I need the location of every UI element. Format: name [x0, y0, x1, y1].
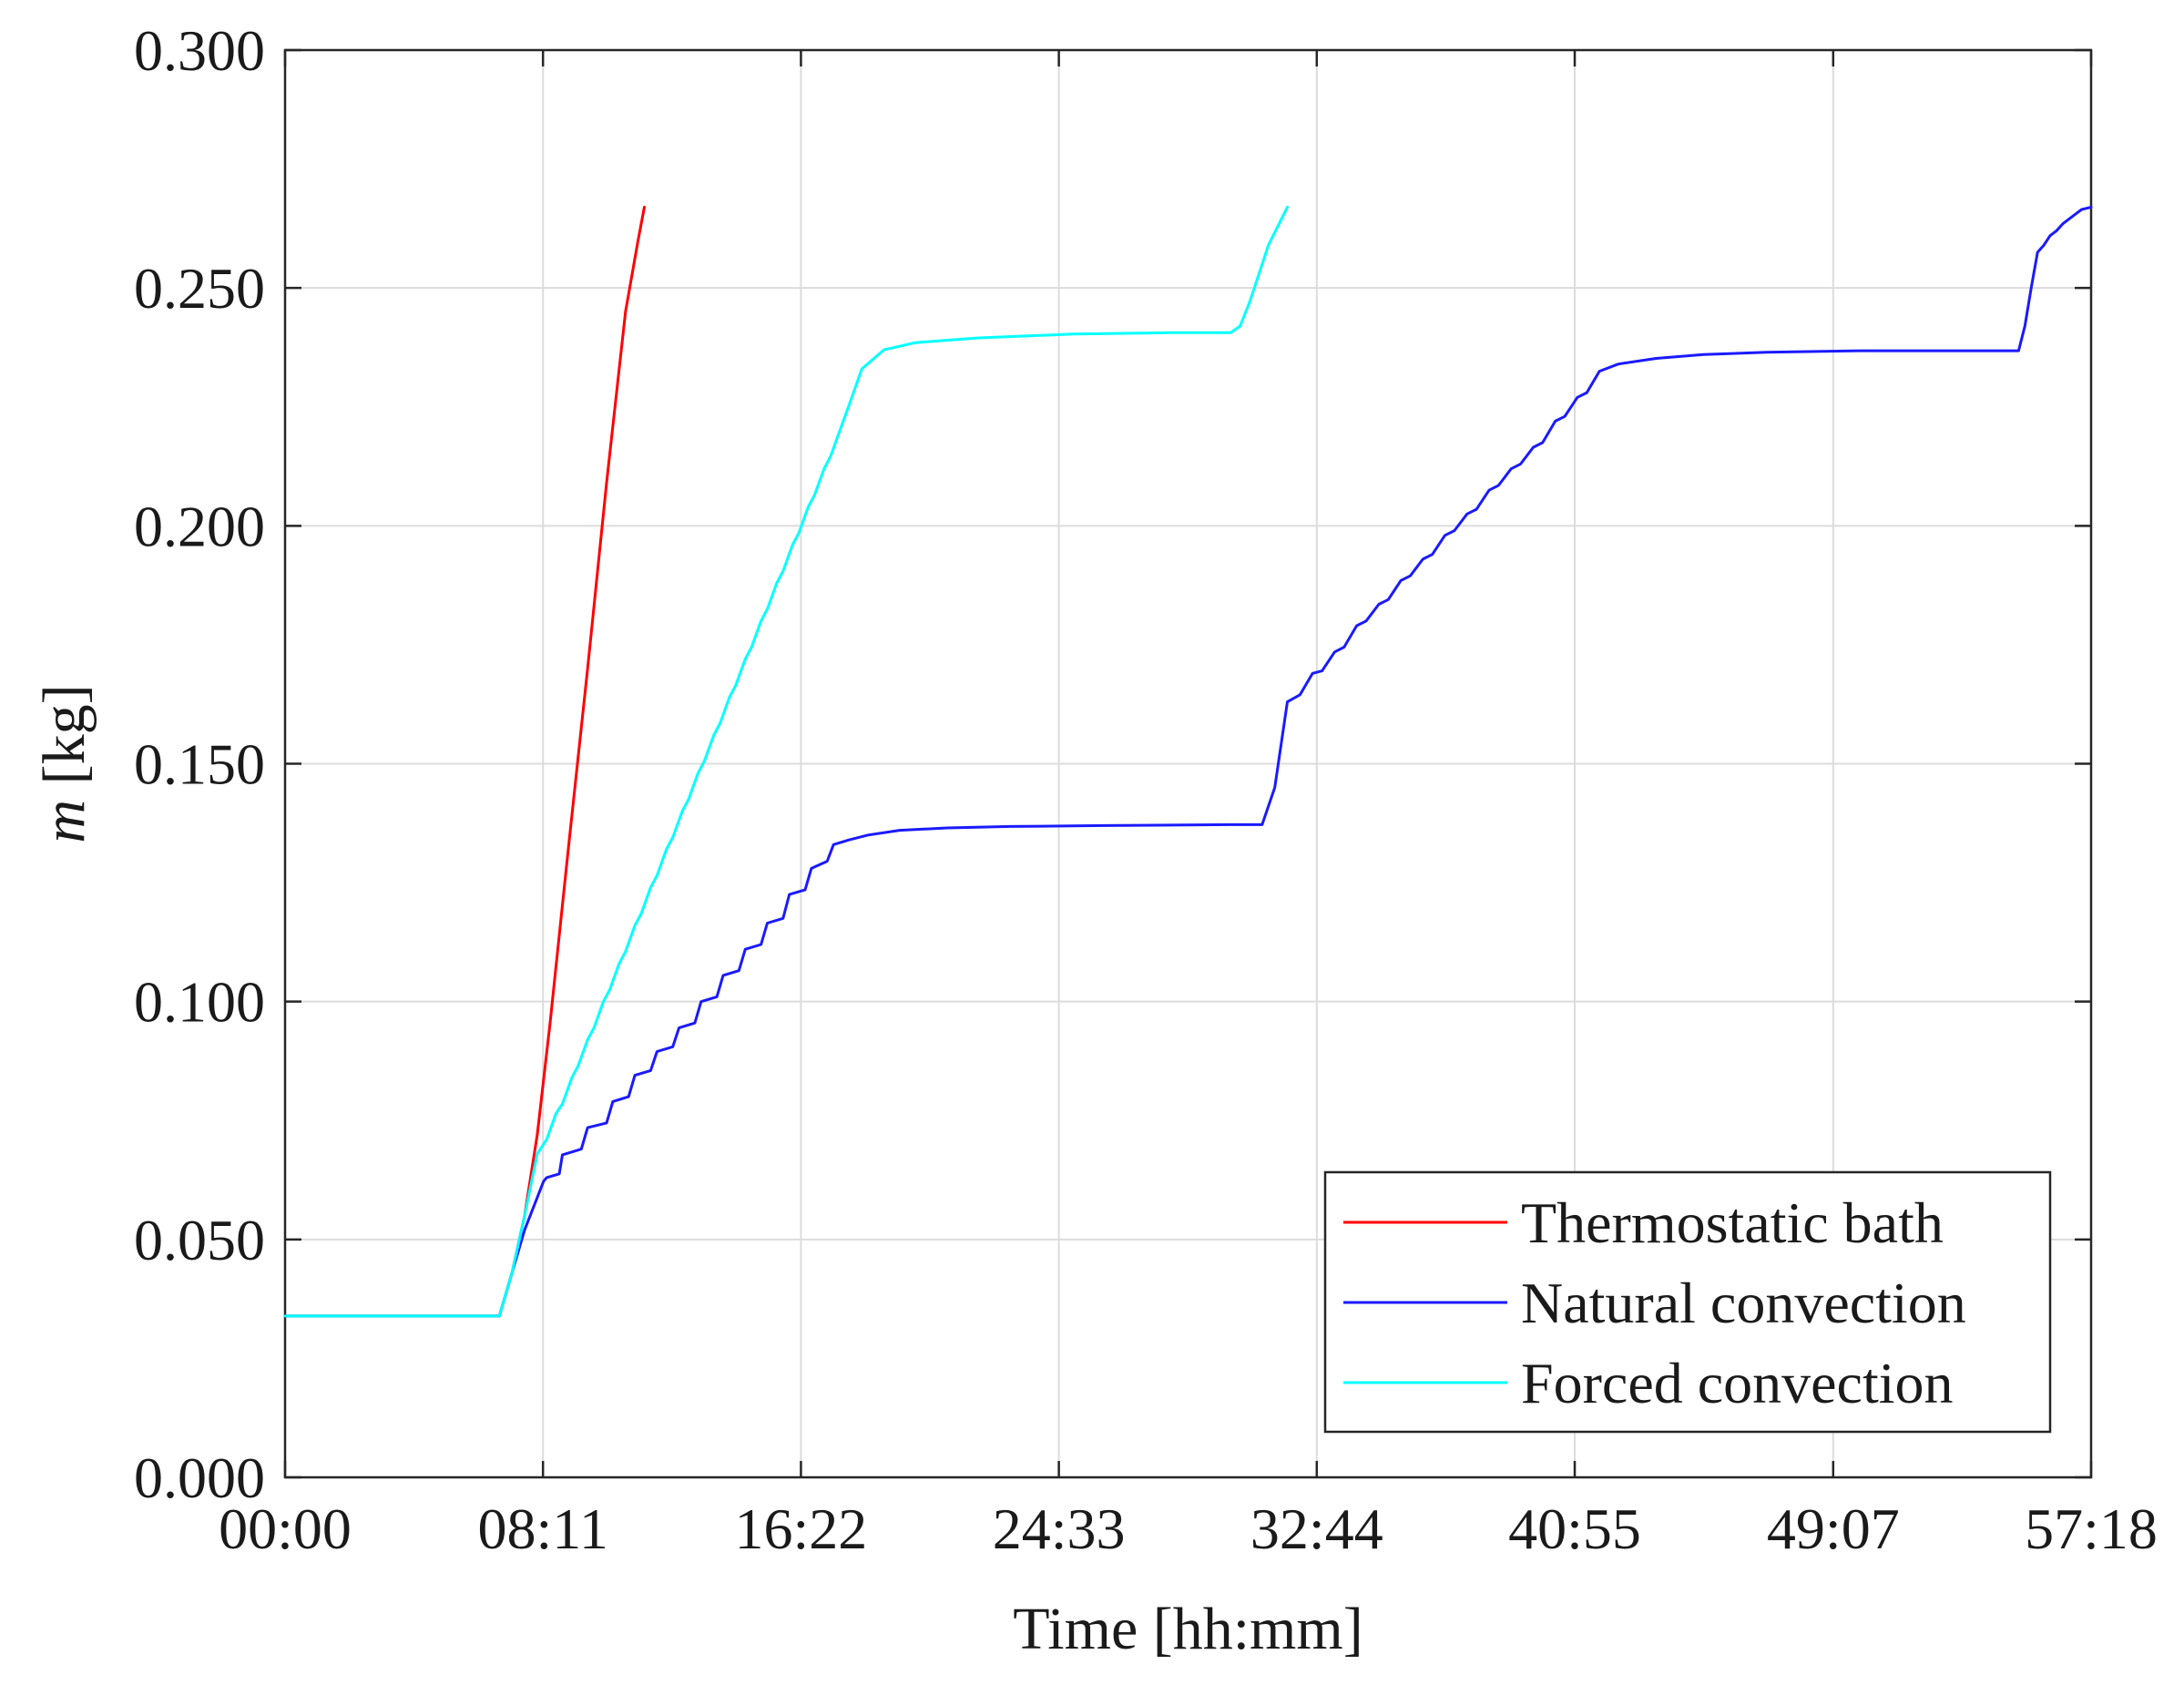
axis-ticks: 00:00 08:11 16:22 24:33 32:44 40:55 49:07 57:18…	[134, 18, 2158, 1561]
legend-label: Thermostatic bath	[1521, 1190, 1944, 1255]
y-tick-label: 0.050	[134, 1208, 265, 1272]
y-tick-label: 0.100	[134, 970, 265, 1035]
x-tick-label: 57:18	[2025, 1496, 2158, 1561]
series-line-natural-convection	[283, 205, 2093, 1318]
x-tick-label: 32:44	[1250, 1496, 1383, 1561]
x-tick-label: 08:11	[477, 1496, 607, 1561]
y-axis-unit: [kg]	[31, 684, 97, 799]
y-tick-label: 0.200	[134, 494, 265, 558]
y-axis-title: m [kg]	[31, 684, 97, 842]
legend: Thermostatic bath Natural convection Force…	[1323, 1170, 2052, 1434]
series-line-forced-convection	[283, 205, 1289, 1318]
y-tick-label: 0.000	[134, 1445, 265, 1510]
legend-label: Natural convection	[1521, 1271, 1966, 1335]
x-tick-label: 24:33	[993, 1496, 1126, 1561]
y-tick-label: 0.150	[134, 732, 265, 797]
x-tick-label: 49:07	[1767, 1496, 1900, 1561]
x-axis-title: Time [hh:mm]	[1013, 1596, 1362, 1662]
x-tick-label: 00:00	[219, 1496, 352, 1561]
series-lines	[283, 205, 2093, 1318]
y-tick-label: 0.300	[134, 18, 265, 83]
x-tick-label: 16:22	[735, 1496, 868, 1561]
grid	[285, 50, 2091, 1477]
legend-label: Forced convection	[1521, 1351, 1954, 1415]
y-axis-variable: m	[31, 800, 97, 843]
x-tick-label: 40:55	[1508, 1496, 1641, 1561]
y-tick-label: 0.250	[134, 256, 265, 321]
